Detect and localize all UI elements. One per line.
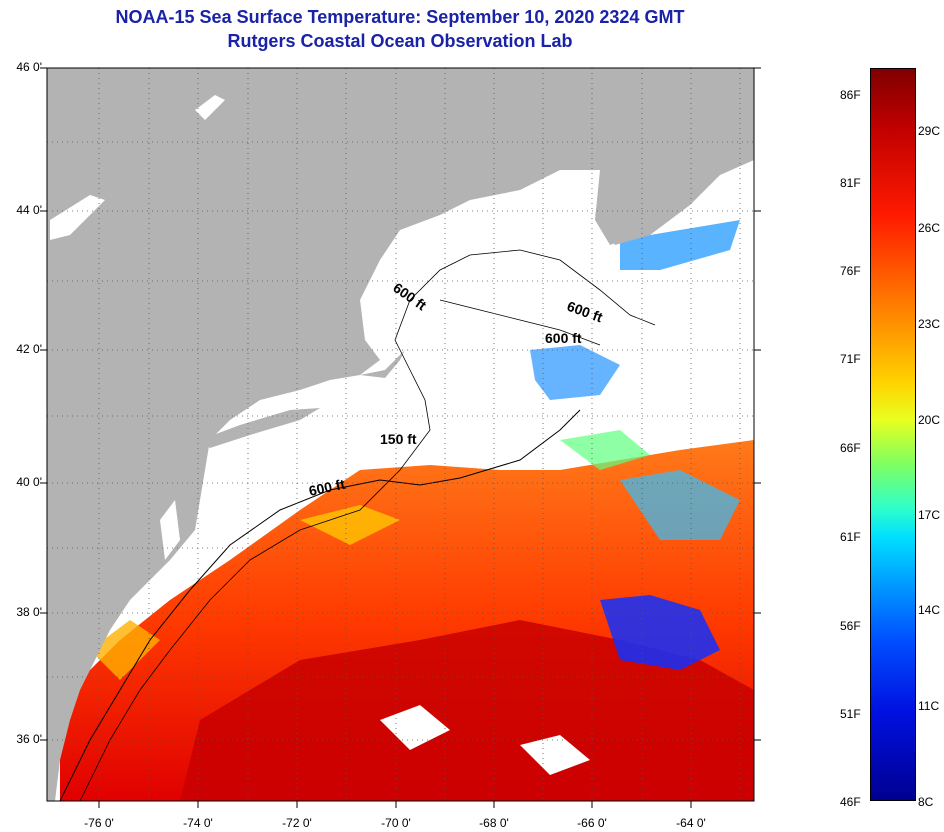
colorbar-c-label: 8C: [918, 795, 934, 809]
sst-hot-core: [180, 620, 754, 801]
page-subtitle: Rutgers Coastal Ocean Observation Lab: [227, 31, 573, 51]
lon-label: -74 0': [183, 816, 213, 830]
colorbar-f-label: 61F: [840, 530, 861, 544]
sst-cool-patch: [600, 595, 720, 670]
lat-label: 38 0': [16, 605, 42, 619]
lon-label: -72 0': [282, 816, 312, 830]
contour-150ft: [79, 339, 431, 801]
lon-label: -64 0': [676, 816, 706, 830]
colorbar-c-label: 29C: [918, 124, 941, 138]
axis-ticks: [40, 67, 761, 808]
colorbar-f-label: 76F: [840, 264, 861, 278]
contour-label: 600 ft: [545, 330, 582, 346]
colorbar-c-label: 11C: [918, 699, 940, 713]
colorbar-f-label: 51F: [840, 707, 861, 721]
lat-label: 40 0': [16, 475, 42, 489]
colorbar-c-label: 17C: [918, 508, 941, 522]
temperature-colorbar: [870, 68, 916, 801]
lon-label: -70 0': [381, 816, 411, 830]
colorbar-f-label: 86F: [840, 88, 861, 102]
land-mainland: [47, 68, 754, 801]
colorbar-f-label: 66F: [840, 441, 861, 455]
sst-cool-patch: [620, 470, 740, 540]
contour-gulf-maine: [394, 249, 656, 341]
contour-gulf-maine: [439, 299, 601, 346]
sst-cool-patch: [380, 705, 450, 750]
coastal-sst-band: [620, 220, 740, 270]
colorbar-c-label: 20C: [918, 413, 941, 427]
colorbar-f-label: 81F: [840, 176, 861, 190]
page-title: NOAA-15 Sea Surface Temperature: Septemb…: [115, 7, 685, 27]
lon-label: -68 0': [479, 816, 509, 830]
lat-label: 42 0': [16, 342, 42, 356]
map-frame: [46, 67, 755, 802]
sst-cool-patch: [300, 505, 400, 545]
contour-label: 600 ft: [307, 476, 346, 499]
contour-600ft: [59, 409, 581, 801]
lake: [50, 195, 105, 240]
colorbar-f-label: 71F: [840, 352, 861, 366]
colorbar-f-label: 56F: [840, 619, 861, 633]
lake: [195, 95, 225, 120]
land-cape-cod: [360, 335, 412, 378]
colorbar-c-label: 23C: [918, 317, 941, 331]
sst-cool-patch: [520, 735, 590, 775]
sst-cool-patch: [530, 345, 620, 400]
graticule: [47, 68, 754, 801]
land-long-island: [200, 408, 320, 448]
colorbar-c-label: 14C: [918, 603, 941, 617]
sst-cool-patch: [560, 430, 650, 470]
lat-label: 44 0': [16, 203, 42, 217]
land-nova-scotia: [595, 110, 754, 245]
colorbar-c-label: 26C: [918, 221, 941, 235]
contour-label: 150 ft: [380, 431, 417, 447]
sst-cool-patch: [90, 620, 160, 680]
lon-label: -76 0': [84, 816, 114, 830]
lon-label: -66 0': [577, 816, 607, 830]
colorbar-f-label: 46F: [840, 795, 861, 809]
lat-label: 36 0': [16, 732, 42, 746]
lake: [160, 500, 180, 560]
lat-label: 46 0': [16, 60, 42, 74]
